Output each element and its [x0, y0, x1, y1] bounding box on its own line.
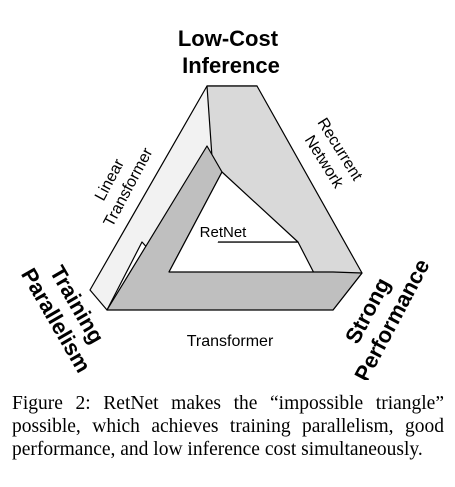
edge-bottom-label: Transformer — [187, 333, 274, 350]
impossible-triangle-figure: Low-Cost Inference Training Parallelism … — [16, 26, 434, 380]
triangle-inner — [169, 172, 298, 272]
vertex-top-line2: Inference — [182, 53, 280, 78]
vertex-top-line1: Low-Cost — [178, 26, 279, 51]
vertex-top-label: Low-Cost Inference — [178, 26, 284, 78]
impossible-triangle-diagram: Low-Cost Inference Training Parallelism … — [16, 26, 434, 380]
figure-caption: Figure 2: RetNet makes the “impossible t… — [12, 393, 444, 460]
center-label: RetNet — [200, 224, 248, 241]
triangle-inner-edge — [168, 171, 299, 273]
